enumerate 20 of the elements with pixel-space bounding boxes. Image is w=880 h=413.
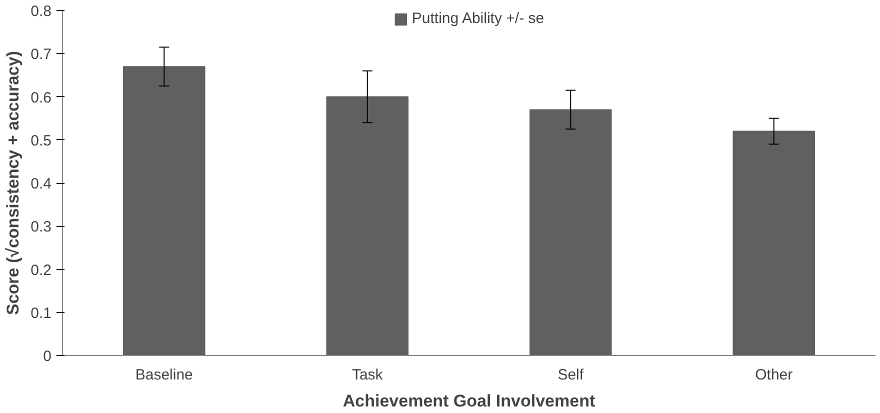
y-tick-label: 0.5 bbox=[30, 132, 52, 150]
y-tick-label: 0.8 bbox=[30, 3, 52, 20]
y-tick-label: 0.6 bbox=[30, 89, 52, 106]
bar bbox=[326, 96, 409, 356]
y-axis-title: Score (√consistency + accuracy) bbox=[4, 50, 23, 315]
bar bbox=[732, 130, 816, 356]
legend-label: Putting Ability +/- se bbox=[412, 10, 544, 27]
y-tick-label: 0.3 bbox=[30, 218, 52, 236]
bar bbox=[122, 66, 206, 356]
x-tick-label: Other bbox=[755, 366, 793, 384]
y-tick-label: 0.2 bbox=[30, 262, 52, 279]
x-tick-label: Task bbox=[352, 366, 384, 384]
x-axis-title: Achievement Goal Involvement bbox=[342, 392, 596, 410]
bar bbox=[529, 109, 612, 356]
y-tick-label: 0.1 bbox=[30, 304, 52, 322]
y-tick-label: 0.7 bbox=[30, 46, 52, 64]
x-tick-label: Baseline bbox=[135, 366, 193, 384]
x-tick-label: Self bbox=[558, 366, 584, 384]
y-tick-label: 0 bbox=[43, 348, 52, 365]
y-tick-label: 0.4 bbox=[30, 176, 52, 192]
